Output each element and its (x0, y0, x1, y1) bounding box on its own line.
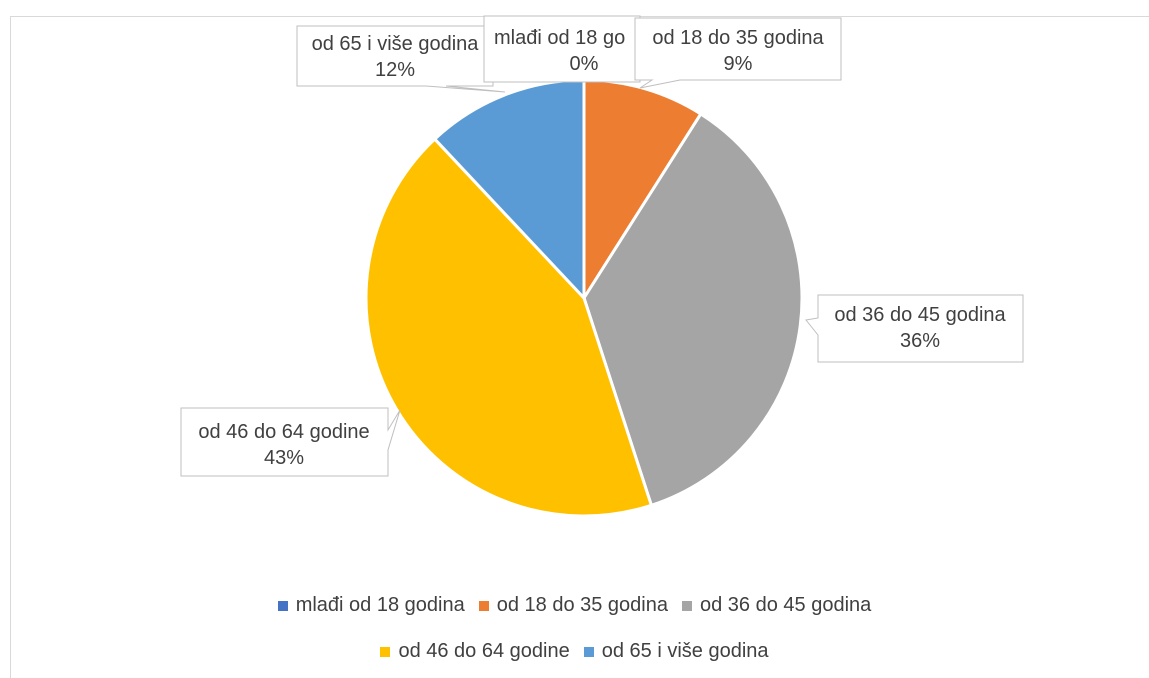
legend-item: od 18 do 35 godina (478, 594, 668, 617)
callout-value: 43% (264, 447, 304, 469)
legend-swatch (380, 646, 391, 657)
callout-value: 12% (375, 59, 415, 81)
callout-label: od 36 do 45 godina (834, 304, 1006, 326)
callout-od-46-do-64: od 46 do 64 godine 43% (180, 407, 401, 477)
callout-label: od 46 do 64 godine (198, 421, 369, 443)
callout-value: 9% (724, 53, 753, 75)
callout-label: od 65 i više godina (312, 33, 480, 55)
legend-label: od 46 do 64 godine (398, 640, 570, 662)
callout-label: od 18 do 35 godina (652, 27, 824, 49)
legend-label: mlađi od 18 godina (295, 594, 465, 616)
legend-label: od 18 do 35 godina (496, 594, 668, 616)
callout-od-36-do-45: od 36 do 45 godina 36% (805, 294, 1024, 363)
legend-item: od 46 do 64 godine (380, 640, 570, 663)
legend-item: od 65 i više godina (583, 640, 769, 663)
legend-swatch (583, 646, 594, 657)
pie-chart: od 65 i više godina 12% mlađi od 18 go 0… (180, 15, 1024, 518)
legend-swatch (682, 600, 692, 611)
legend-label: od 65 i više godina (601, 640, 769, 662)
legend-item: od 36 do 45 godina (682, 594, 871, 617)
callout-mladji-od-18: mlađi od 18 go 0% (483, 15, 641, 83)
legend-label: od 36 do 45 godina (700, 594, 872, 616)
legend-row-1: mlađi od 18 godina od 18 do 35 godina od… (0, 594, 1149, 617)
legend-swatch (277, 600, 288, 611)
pie-slice (582, 111, 804, 508)
legend-item: mlađi od 18 godina (277, 594, 465, 617)
pie-slices (364, 78, 804, 518)
legend-swatch (478, 600, 489, 611)
pie-slice (364, 136, 654, 518)
callout-od-65-i-vise: od 65 i više godina 12% (296, 25, 506, 93)
callout-value: 0% (570, 53, 599, 75)
legend-row-2: od 46 do 64 godine od 65 i više godina (0, 640, 1149, 663)
callout-od-18-do-35: od 18 do 35 godina 9% (634, 17, 842, 89)
callout-label: mlađi od 18 go (494, 27, 625, 49)
callout-value: 36% (900, 330, 940, 352)
